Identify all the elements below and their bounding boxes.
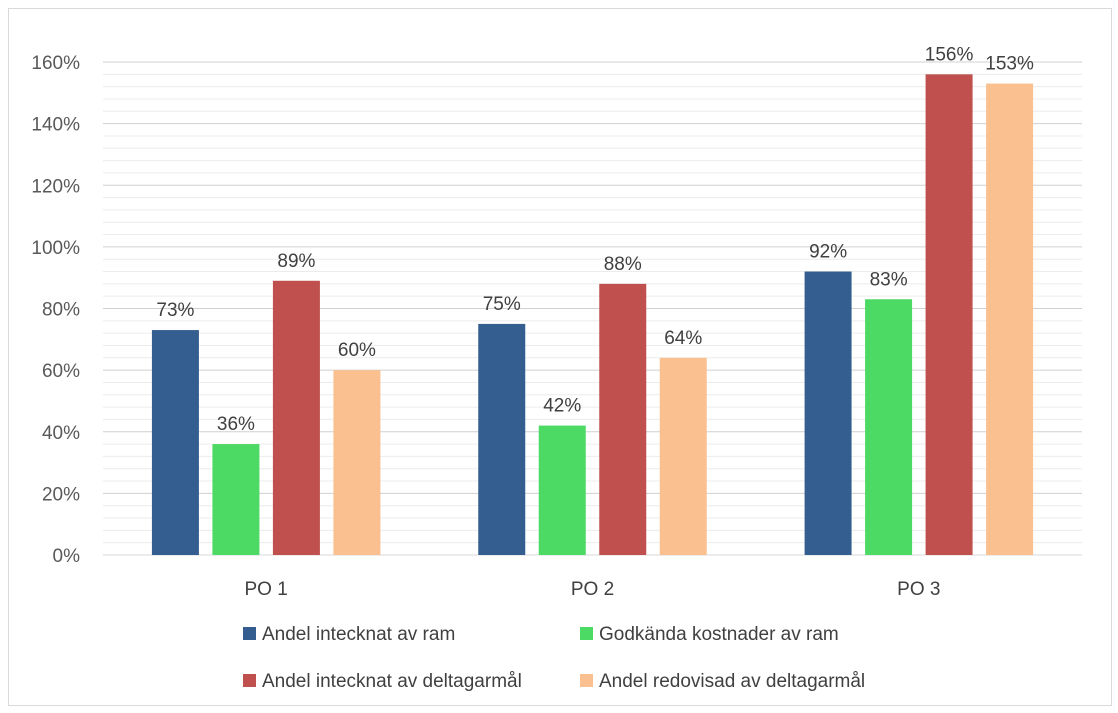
data-label: 42% [543, 396, 581, 417]
bar [478, 323, 526, 555]
y-tick-label: 100% [31, 238, 80, 259]
gridlines [103, 61, 1082, 544]
y-tick-label: 40% [42, 423, 80, 444]
data-label: 153% [985, 54, 1034, 75]
legend-swatch [580, 674, 593, 687]
data-labels: 73% 36% 89% 60% 75% 42% 88% 64% 92% 83% 156% 153% [156, 44, 1034, 435]
category-label: PO 2 [571, 579, 614, 600]
legend: Andel intecknat av ram Godkända kostnader… [243, 624, 865, 692]
bar [272, 280, 320, 555]
data-label: 92% [809, 242, 847, 263]
category-labels: PO 1 PO 2 PO 3 [245, 579, 941, 600]
y-tick-label: 20% [42, 484, 80, 505]
y-tick-label: 80% [42, 300, 80, 321]
data-label: 75% [483, 294, 521, 315]
data-label: 88% [604, 254, 642, 275]
bar [538, 425, 586, 555]
bar [865, 299, 913, 555]
bar [804, 271, 852, 555]
bar [659, 357, 707, 555]
data-label: 60% [338, 340, 376, 361]
data-label: 73% [156, 300, 194, 321]
data-label: 89% [277, 251, 315, 272]
category-label: PO 3 [897, 579, 940, 600]
legend-label: Andel intecknat av deltagarmål [262, 671, 522, 692]
bar [599, 283, 647, 555]
data-label: 156% [925, 44, 974, 65]
y-tick-label: 60% [42, 361, 80, 382]
legend-label: Godkända kostnader av ram [599, 624, 839, 645]
bar [212, 444, 260, 555]
legend-label: Andel intecknat av ram [262, 624, 455, 645]
y-tick-label: 140% [31, 115, 80, 136]
y-tick-label: 0% [53, 546, 81, 567]
bar [333, 370, 381, 555]
data-label: 64% [664, 328, 702, 349]
y-axis-ticks: 0% 20% 40% 60% 80% 100% 120% 140% 160% [31, 53, 80, 567]
bar [925, 74, 973, 555]
legend-swatch [243, 674, 256, 687]
legend-item: Andel intecknat av deltagarmål [243, 671, 522, 692]
category-label: PO 1 [245, 579, 288, 600]
data-label: 36% [217, 414, 255, 435]
y-tick-label: 120% [31, 176, 80, 197]
bar [986, 83, 1034, 555]
legend-swatch [243, 627, 256, 640]
legend-swatch [580, 627, 593, 640]
legend-item: Andel redovisad av deltagarmål [580, 671, 865, 692]
y-tick-label: 160% [31, 53, 80, 74]
data-label: 83% [870, 269, 908, 290]
legend-item: Andel intecknat av ram [243, 624, 455, 645]
bars [151, 74, 1034, 555]
bar [151, 330, 199, 555]
legend-item: Godkända kostnader av ram [580, 624, 839, 645]
legend-label: Andel redovisad av deltagarmål [599, 671, 865, 692]
